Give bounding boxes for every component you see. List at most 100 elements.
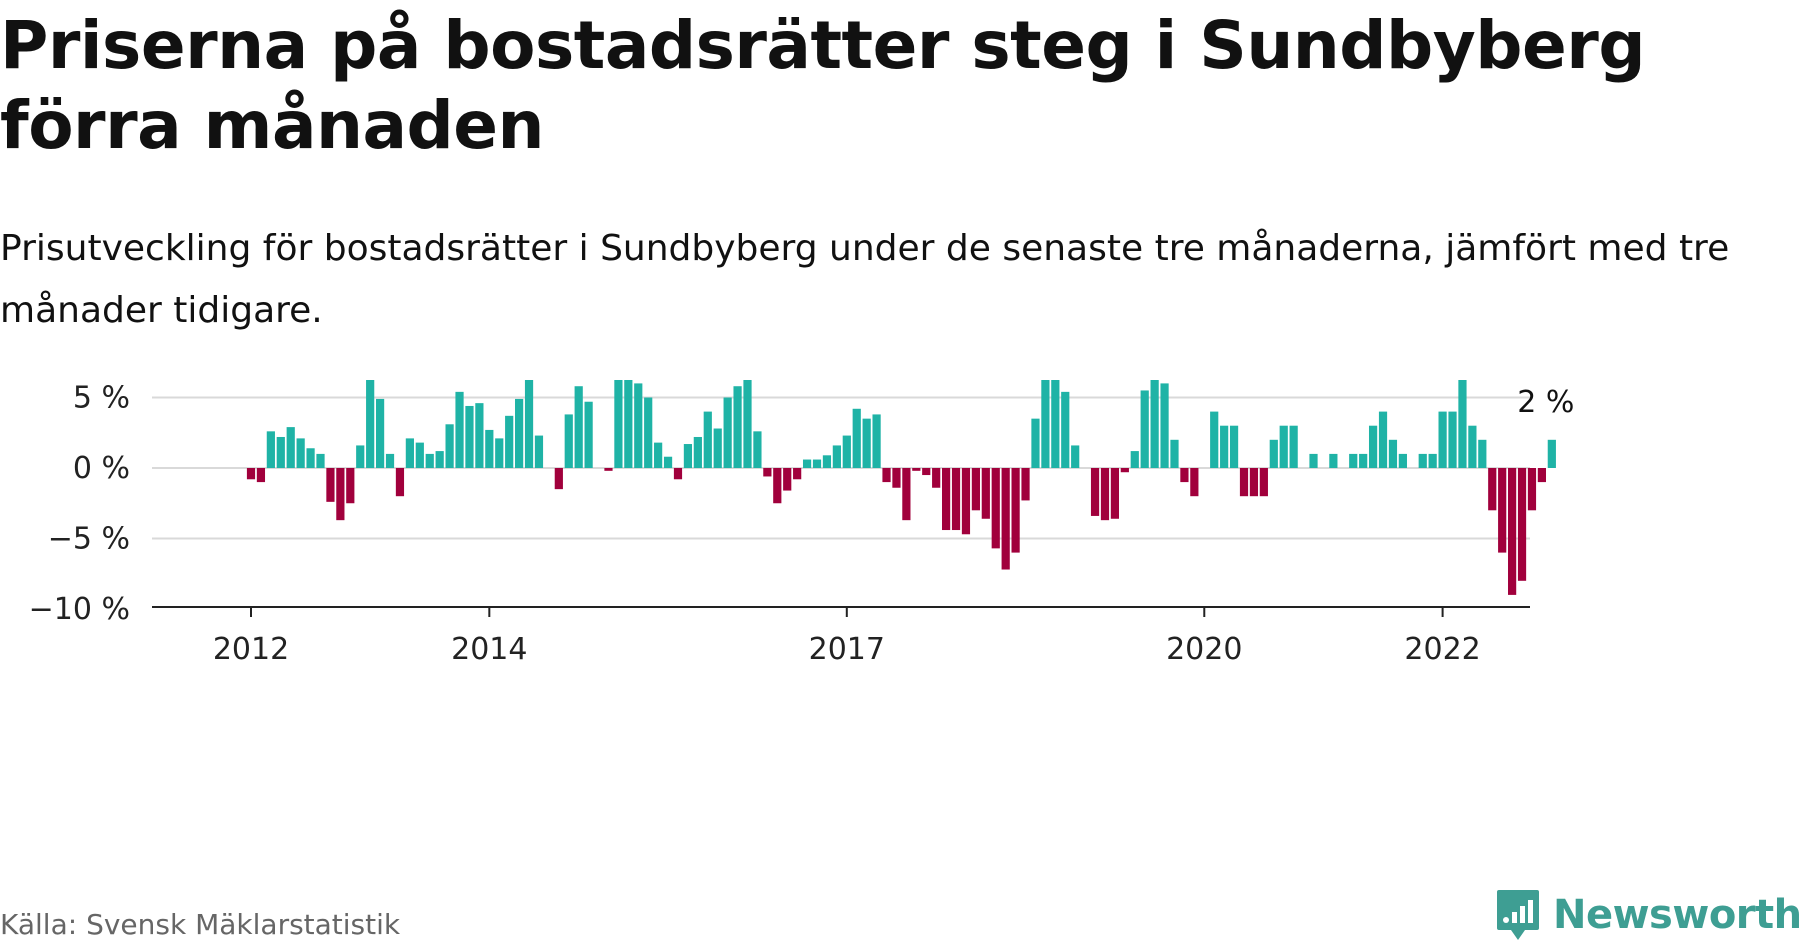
bar (1001, 468, 1010, 570)
bar (1368, 425, 1378, 468)
bar (1071, 445, 1080, 468)
bar (1498, 468, 1507, 553)
bar (1478, 439, 1487, 468)
bar (336, 468, 345, 521)
bar (266, 431, 275, 468)
bar (842, 435, 851, 468)
bar (1130, 451, 1139, 468)
bar (703, 411, 712, 468)
bar (1160, 383, 1169, 468)
bar (991, 468, 1000, 549)
bar (1220, 425, 1229, 468)
bar (892, 468, 901, 488)
source-note: Källa: Svensk Mäklarstatistik (0, 908, 401, 941)
bar (505, 415, 514, 468)
bar (1349, 453, 1358, 468)
chart-subtitle: Prisutveckling för bostadsrätter i Sundb… (0, 228, 1730, 331)
bar (1110, 468, 1120, 519)
bar (802, 459, 812, 468)
latest-value-label: 2 % (1517, 385, 1574, 420)
bar (375, 398, 385, 468)
bar (296, 438, 305, 468)
bar (475, 403, 484, 468)
bar (1150, 380, 1159, 468)
bar (624, 380, 633, 468)
brand-name: Newsworthy (1553, 892, 1800, 938)
bar (733, 386, 742, 468)
bar (574, 386, 583, 468)
bar (614, 380, 623, 468)
newsworthy-logo-icon (1497, 890, 1539, 940)
bar (961, 468, 971, 535)
bar (1180, 468, 1189, 483)
bar (882, 468, 891, 483)
bar (1458, 380, 1467, 468)
y-tick-label: −10 % (29, 592, 130, 627)
x-tick-label: 2014 (451, 632, 527, 667)
bar (1100, 468, 1110, 521)
bar (773, 468, 782, 504)
bar (286, 427, 295, 468)
bar (1329, 453, 1338, 468)
bar (1508, 468, 1517, 595)
y-tick-label: 5 % (73, 381, 130, 416)
x-tick-label: 2020 (1166, 632, 1242, 667)
bar (1398, 453, 1407, 468)
labels: 5 % 0 % −5 % −10 % 2012 2014 2017 2020 2022 2 % (29, 381, 1575, 668)
bar (1468, 425, 1477, 468)
bar (902, 468, 911, 521)
bar (1120, 468, 1129, 473)
bar (723, 397, 732, 468)
bar (564, 414, 573, 468)
bar (793, 468, 802, 480)
y-tick-label: −5 % (48, 522, 130, 557)
bar (1210, 411, 1219, 468)
bar (852, 408, 861, 468)
bar (465, 405, 474, 468)
bar (1309, 453, 1318, 468)
bar (713, 428, 722, 468)
bar (604, 468, 613, 471)
bar (763, 468, 772, 477)
bar (1061, 391, 1070, 468)
bar (495, 438, 504, 468)
bar (1190, 468, 1199, 497)
bar (1448, 411, 1457, 468)
bar (515, 398, 524, 468)
bar (1279, 425, 1288, 468)
bar (455, 391, 464, 468)
bar (485, 429, 494, 468)
bar (743, 380, 752, 468)
bar (534, 435, 544, 468)
bar (425, 453, 434, 468)
bar (783, 468, 792, 491)
bar (822, 455, 832, 468)
bars (246, 380, 1556, 595)
bar (256, 468, 266, 483)
bar (971, 468, 980, 511)
bar (366, 380, 375, 468)
bar (942, 468, 951, 531)
bar (356, 445, 365, 468)
bar (932, 468, 941, 488)
brand-logo: Newsworthy (1495, 888, 1800, 942)
bar (1488, 468, 1497, 511)
bar (385, 453, 395, 468)
bar (663, 456, 673, 468)
bar (1259, 468, 1268, 497)
bar (1011, 468, 1020, 553)
bar (395, 468, 405, 497)
bar (1418, 453, 1427, 468)
bar (644, 397, 653, 468)
bar (276, 436, 285, 468)
bar (872, 414, 881, 468)
bar (981, 468, 990, 519)
bar (326, 468, 335, 502)
bar (1378, 411, 1388, 468)
bar (812, 459, 822, 468)
axes (152, 606, 1530, 617)
chart-title: Priserna på bostadsrätter steg i Sundbyb… (0, 7, 1646, 164)
bar (524, 380, 534, 468)
x-tick-label: 2017 (809, 632, 885, 667)
bar (912, 468, 921, 471)
